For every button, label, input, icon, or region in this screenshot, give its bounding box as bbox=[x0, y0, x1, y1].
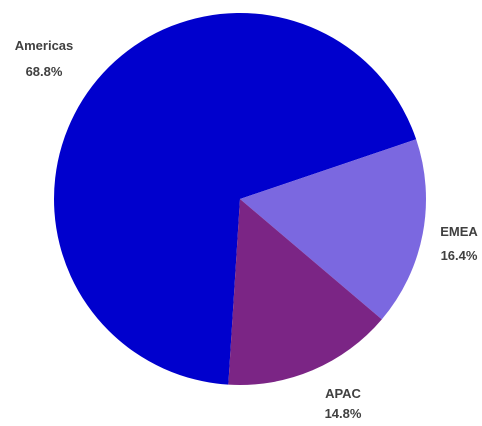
slice-label-americas: Americas bbox=[15, 38, 74, 53]
pie-slice-americas bbox=[54, 12, 417, 385]
slice-value-americas: 68.8% bbox=[26, 64, 63, 79]
slice-value-emea: 16.4% bbox=[441, 248, 478, 263]
slices-layer bbox=[54, 12, 426, 385]
slice-label-emea: EMEA bbox=[440, 224, 478, 239]
pie-slice-emea bbox=[240, 139, 426, 320]
labels-layer: Americas 68.8% EMEA 16.4% APAC 14.8% bbox=[15, 38, 479, 421]
pie-slice-apac bbox=[228, 199, 382, 385]
slice-label-apac: APAC bbox=[325, 386, 361, 401]
slice-value-apac: 14.8% bbox=[325, 406, 362, 421]
